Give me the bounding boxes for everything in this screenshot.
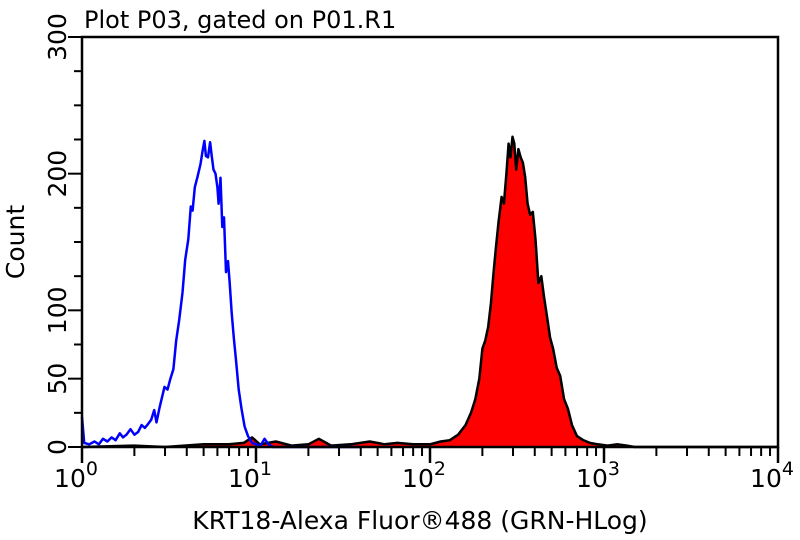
y-tick-label: 50 bbox=[43, 363, 72, 395]
y-axis-title: Count bbox=[1, 205, 30, 279]
x-tick-label: 101 bbox=[228, 458, 272, 493]
chart-title: Plot P03, gated on P01.R1 bbox=[84, 6, 396, 34]
y-tick-label: 200 bbox=[43, 150, 72, 198]
plot-frame bbox=[80, 35, 780, 449]
x-axis: 100 101 102 103 104 bbox=[54, 447, 794, 493]
isotype-histogram-line bbox=[80, 139, 361, 449]
y-tick-label: 300 bbox=[43, 13, 72, 61]
x-axis-title: KRT18-Alexa Fluor®488 (GRN-HLog) bbox=[192, 506, 647, 535]
x-tick-label: 103 bbox=[576, 458, 620, 493]
sample-histogram-fill bbox=[82, 136, 778, 448]
x-tick-label: 100 bbox=[54, 458, 98, 493]
x-tick-label: 102 bbox=[402, 458, 446, 493]
x-tick-label: 104 bbox=[750, 458, 794, 493]
y-axis: 0 50 100 200 300 bbox=[43, 13, 82, 455]
plot-area bbox=[80, 135, 778, 449]
y-tick-label: 100 bbox=[43, 286, 72, 334]
y-tick-label: 0 bbox=[43, 439, 72, 455]
sample-histogram-outline bbox=[81, 135, 778, 449]
